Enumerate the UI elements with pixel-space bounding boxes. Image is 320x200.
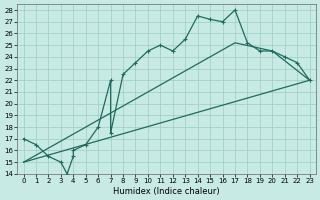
X-axis label: Humidex (Indice chaleur): Humidex (Indice chaleur): [113, 187, 220, 196]
